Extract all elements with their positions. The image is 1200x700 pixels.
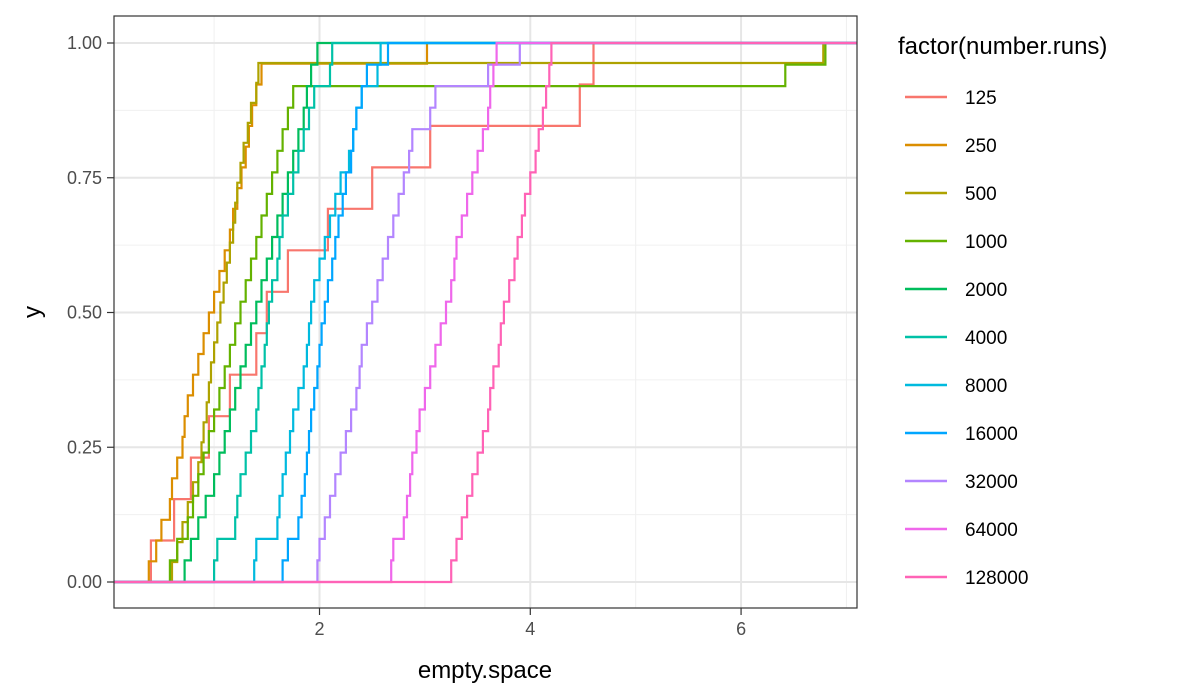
legend-title: factor(number.runs) — [898, 33, 1107, 60]
y-axis-title: y — [19, 306, 46, 318]
legend-label-4000: 4000 — [965, 328, 1007, 349]
series-line-64000 — [114, 41, 857, 584]
x-tick-label: 2 — [315, 619, 325, 639]
legend-items: 125 250 500 1000 2000 4000 8000 16000 32000 64000… — [905, 88, 1028, 589]
y-tick-label: 0.75 — [67, 168, 102, 188]
legend-label-125: 125 — [965, 88, 997, 109]
y-tick-label: 0.00 — [67, 572, 102, 592]
legend: factor(number.runs) 125 250 500 1000 2000 400… — [898, 33, 1107, 589]
legend-label-16000: 16000 — [965, 424, 1018, 445]
series-line-125 — [114, 41, 857, 584]
legend-label-2000: 2000 — [965, 280, 1007, 301]
series-lines — [114, 41, 857, 584]
series-line-128000 — [114, 41, 857, 584]
y-tick-label: 0.25 — [67, 437, 102, 457]
axis-ticks — [107, 42, 742, 615]
axis-tick-labels: 0.00 0.25 0.50 0.75 1.00 2 4 6 — [67, 33, 746, 639]
legend-label-64000: 64000 — [965, 520, 1018, 541]
legend-label-500: 500 — [965, 184, 997, 205]
legend-label-1000: 1000 — [965, 232, 1007, 253]
x-tick-label: 6 — [736, 619, 746, 639]
series-line-32000 — [114, 41, 857, 584]
legend-label-128000: 128000 — [965, 568, 1028, 589]
series-line-250 — [114, 41, 857, 584]
series-line-4000 — [114, 41, 857, 584]
y-tick-label: 1.00 — [67, 33, 102, 53]
y-tick-label: 0.50 — [67, 303, 102, 323]
series-line-16000 — [114, 41, 857, 584]
series-line-2000 — [114, 41, 857, 584]
legend-label-32000: 32000 — [965, 472, 1018, 493]
x-axis-title: empty.space — [418, 657, 552, 684]
series-line-1000 — [114, 41, 857, 584]
legend-label-8000: 8000 — [965, 376, 1007, 397]
legend-label-250: 250 — [965, 136, 997, 157]
x-tick-label: 4 — [525, 619, 535, 639]
